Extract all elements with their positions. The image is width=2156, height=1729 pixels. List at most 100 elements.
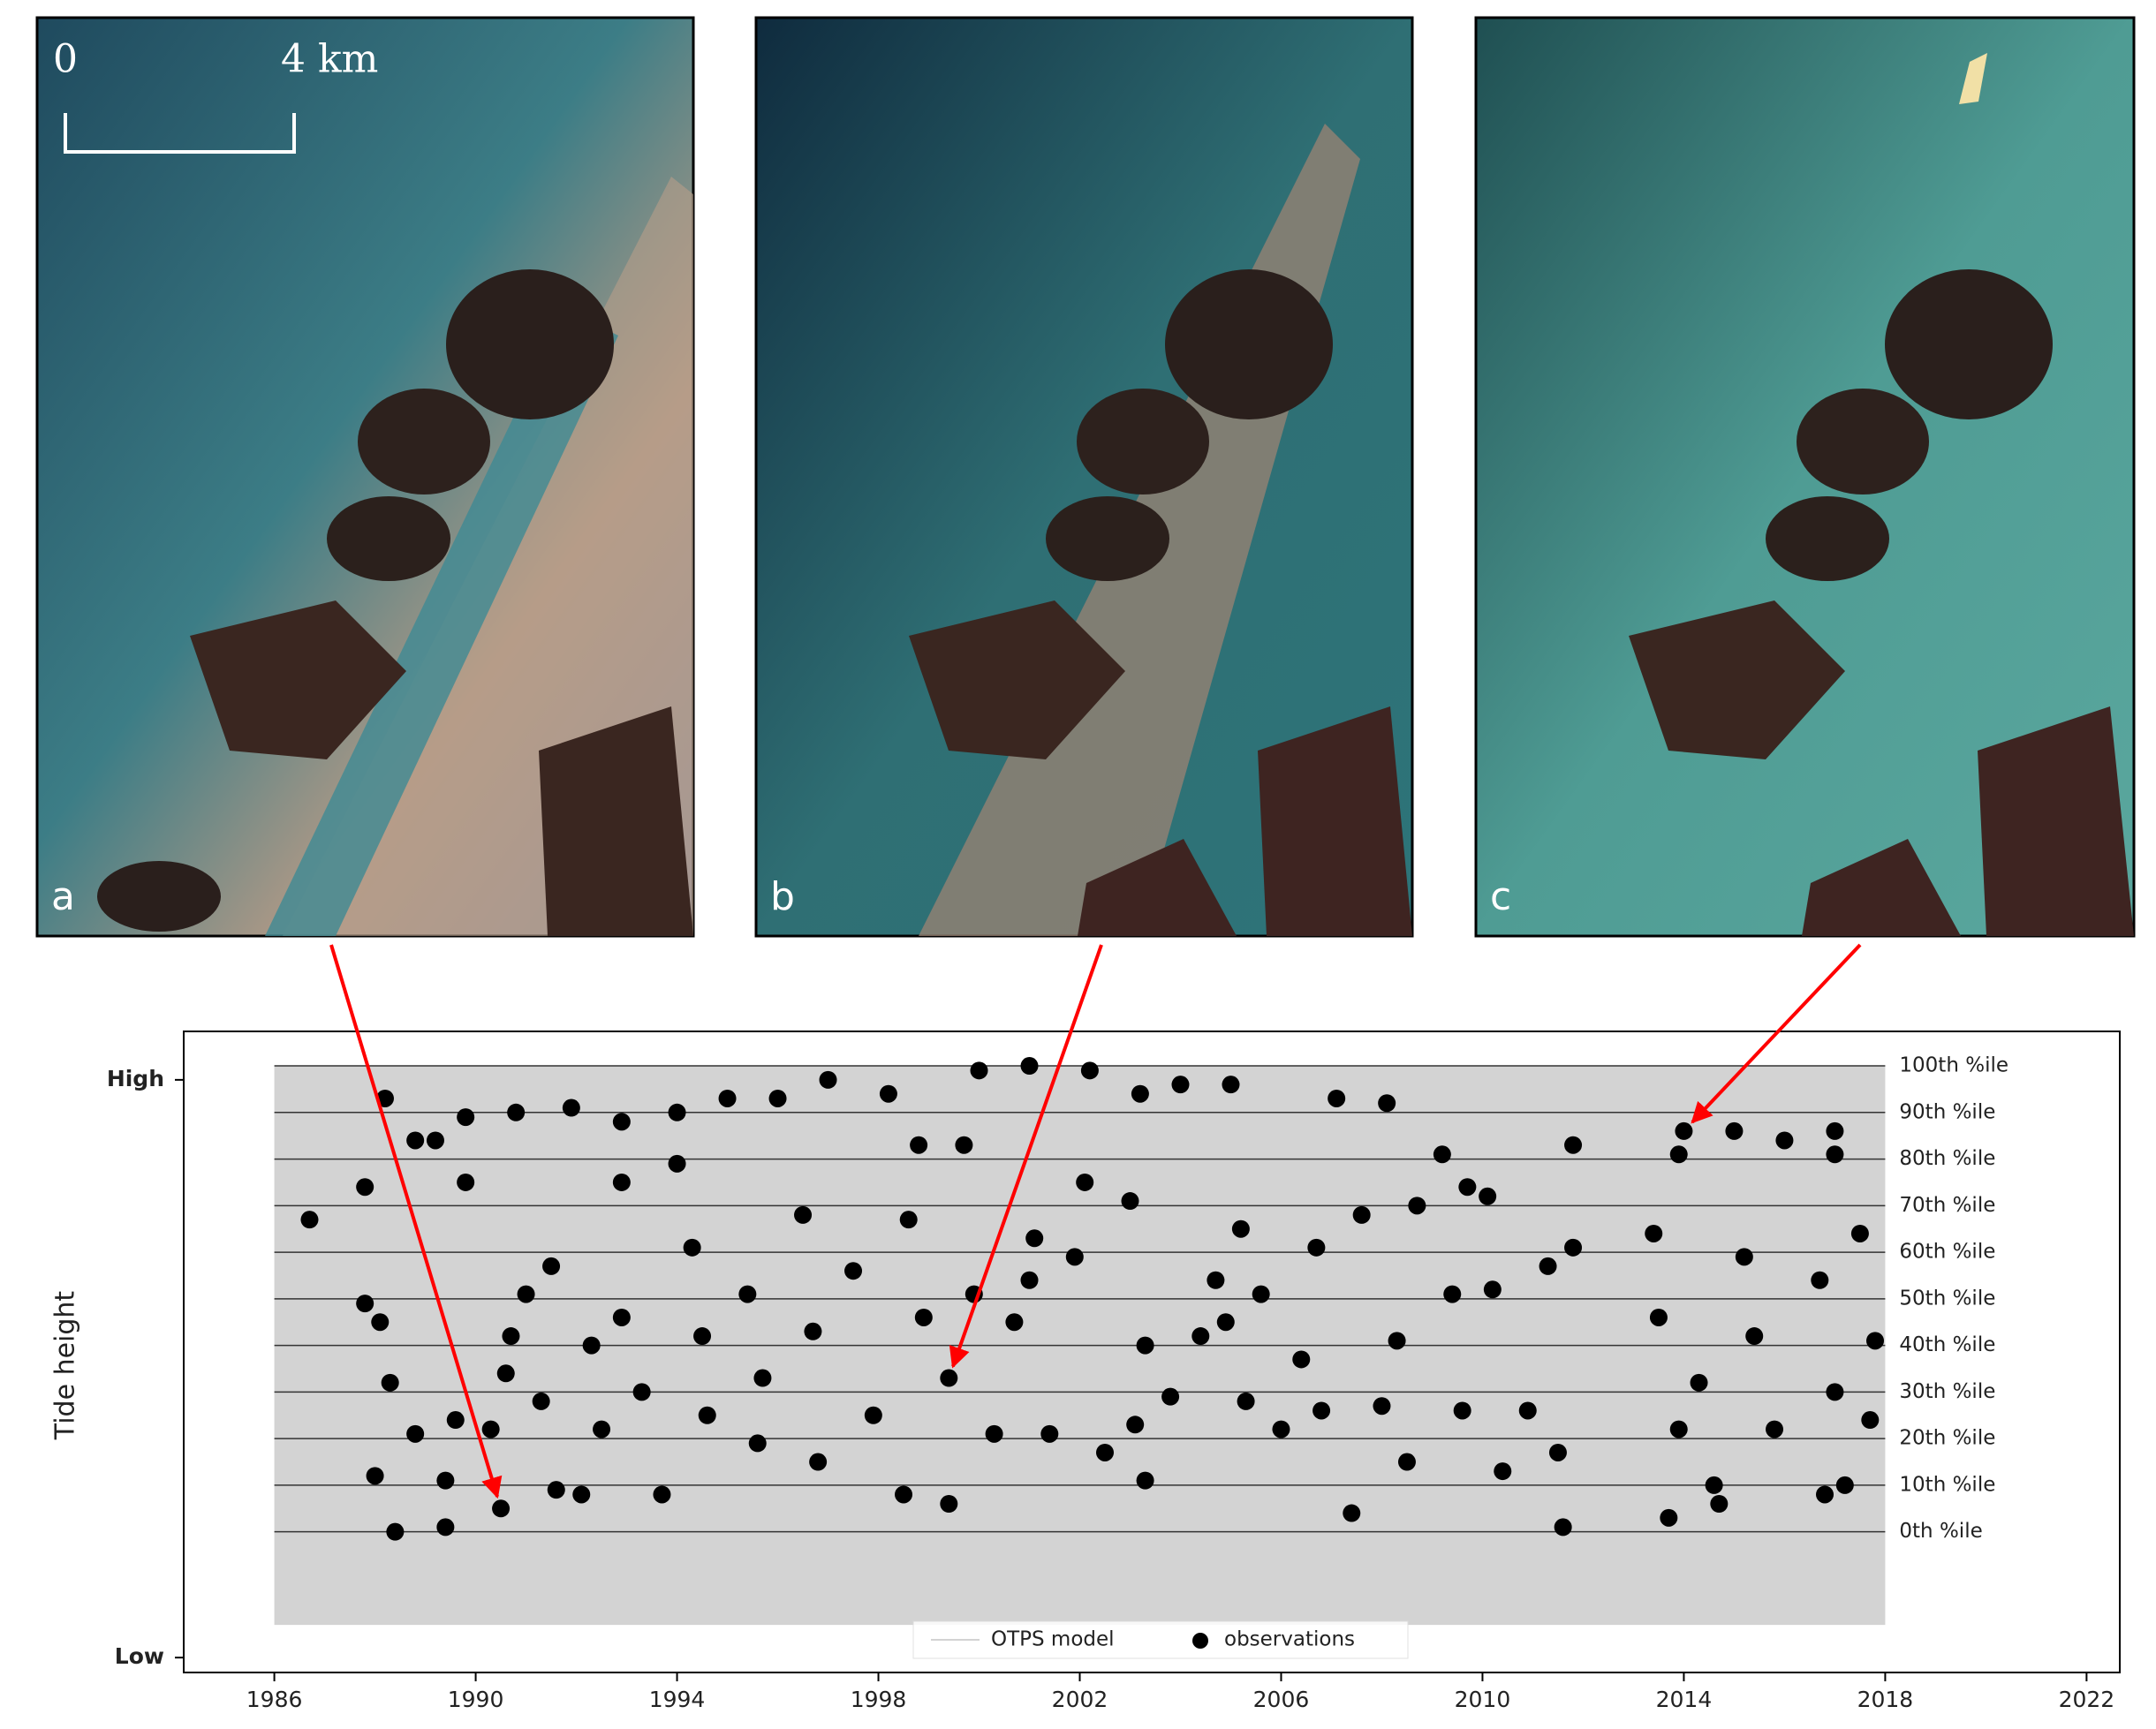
observation [457,1173,475,1191]
observation [879,1084,897,1103]
observation [1548,1443,1567,1461]
observation [381,1373,399,1392]
observation [753,1369,772,1387]
observation [1136,1336,1154,1355]
observation [632,1383,651,1401]
observation [1272,1420,1290,1438]
observation [1710,1495,1729,1514]
satellite-panel: c [1474,16,2136,938]
observation [1705,1476,1723,1494]
observation [1378,1094,1396,1113]
observation [572,1485,591,1504]
observation [406,1424,425,1443]
observation [748,1434,767,1453]
observation [668,1103,686,1121]
observation [864,1406,882,1424]
percentile-label: 70th %ile [1899,1194,1995,1217]
observation [1313,1401,1331,1420]
observation [612,1113,631,1131]
observation [668,1154,686,1173]
observation [517,1285,535,1303]
observation [593,1420,611,1438]
observation [1307,1238,1326,1257]
scale-end: 4 km [281,37,378,82]
percentile-label: 40th %ile [1899,1333,1995,1356]
observation [1136,1471,1154,1490]
observation [698,1406,716,1424]
percentile-label: 30th %ile [1899,1380,1995,1403]
observation [1660,1508,1678,1527]
observation [532,1392,550,1410]
observation [1735,1248,1753,1266]
observation [1005,1313,1024,1332]
observation [1816,1485,1834,1504]
observation [970,1061,988,1080]
observation [1076,1173,1094,1191]
observation [1131,1084,1149,1103]
observation [1453,1401,1471,1420]
observation [899,1211,918,1229]
observation [1564,1238,1583,1257]
x-tick-label: 2014 [1656,1687,1713,1712]
percentile-label: 0th %ile [1899,1520,1982,1543]
observation [406,1131,425,1150]
observation [496,1364,515,1383]
y-axis-label: Tide height [50,1291,81,1441]
observation [1121,1192,1139,1211]
x-tick-label: 1994 [649,1687,706,1712]
observation [1494,1462,1512,1481]
observation [502,1327,520,1346]
observation [1126,1416,1145,1434]
observation [1645,1224,1663,1242]
observation [1352,1205,1371,1224]
observation [1237,1392,1255,1410]
observation [1433,1145,1451,1164]
panel-label: c [1490,874,1511,919]
observation [1866,1332,1885,1350]
plot-frame [183,1031,2121,1673]
observation [809,1453,828,1471]
observation [446,1411,465,1430]
observation [1252,1285,1270,1303]
observation [1040,1424,1059,1443]
observation [1388,1332,1406,1350]
observation [1826,1145,1844,1164]
observation [1458,1178,1477,1197]
observation [481,1420,500,1438]
satellite-panel: 0 4 km a [35,16,695,938]
observation [1690,1373,1708,1392]
observation [562,1099,580,1117]
observation [1025,1229,1044,1248]
observation [1725,1121,1744,1140]
observation [1861,1411,1880,1430]
observation [582,1336,601,1355]
percentile-label: 60th %ile [1899,1241,1995,1264]
observation [910,1136,928,1154]
observation [371,1313,390,1332]
x-tick-label: 2010 [1455,1687,1511,1712]
observation [693,1327,712,1346]
observation [1020,1057,1039,1076]
observation [955,1136,973,1154]
observation [356,1295,374,1313]
observation [1065,1248,1084,1266]
observation [1745,1327,1764,1346]
observation [940,1369,958,1387]
observation [1669,1420,1688,1438]
observation [768,1089,787,1107]
observation [1231,1219,1250,1238]
observation [1483,1280,1502,1299]
observation [1343,1504,1361,1522]
observation [1539,1257,1557,1275]
observation [1554,1518,1572,1536]
percentile-label: 50th %ile [1899,1287,1995,1310]
observation [895,1485,913,1504]
x-tick-label: 2002 [1052,1687,1108,1712]
legend-swatch [1192,1633,1208,1649]
observation [794,1205,813,1224]
observation [1775,1131,1794,1150]
observation [1518,1401,1537,1420]
observation [436,1518,455,1536]
observation [1191,1327,1210,1346]
